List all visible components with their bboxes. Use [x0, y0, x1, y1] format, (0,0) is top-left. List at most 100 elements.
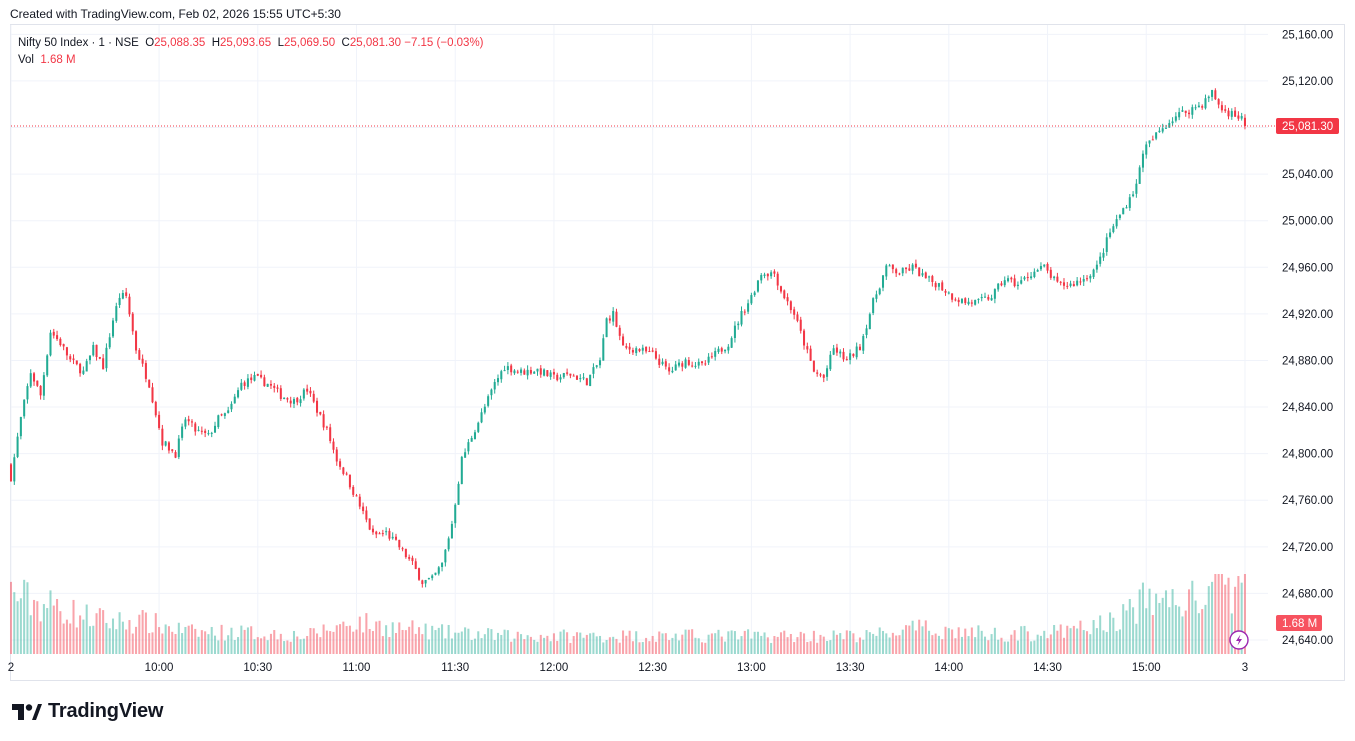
volume-bar — [529, 636, 532, 654]
candle-body — [651, 350, 654, 352]
candle-body — [598, 360, 602, 366]
candle-body — [983, 296, 987, 298]
volume-bar — [970, 627, 973, 654]
volume-bar — [898, 635, 901, 654]
candle-body — [197, 429, 200, 431]
volume-bar — [559, 631, 562, 654]
candle-body — [707, 356, 710, 363]
tradingview-logo[interactable]: TradingView — [12, 700, 163, 723]
close-label: C — [341, 37, 350, 49]
volume-bar — [36, 601, 39, 654]
candle-body — [559, 377, 562, 380]
volume-bar — [174, 634, 177, 654]
candle-body — [335, 449, 338, 462]
candle-body — [82, 370, 85, 374]
lightning-icon[interactable] — [1229, 630, 1249, 650]
volume-bar — [872, 633, 875, 654]
volume-bar — [1049, 634, 1052, 654]
candle-body — [664, 361, 667, 367]
volume-bar — [572, 636, 575, 654]
candle-body — [388, 530, 391, 539]
volume-bar — [822, 636, 825, 654]
volume-bar — [727, 631, 730, 654]
symbol-label[interactable]: Nifty 50 Index · 1 · NSE — [18, 37, 139, 49]
volume-bar — [914, 630, 917, 654]
candle-body — [424, 579, 427, 584]
volume-bar — [177, 622, 180, 654]
volume-bar — [513, 638, 516, 654]
volume-bar — [306, 636, 309, 654]
candle-body — [697, 361, 700, 366]
candle-body — [194, 423, 197, 432]
candle-body — [1082, 278, 1085, 282]
candle-body — [493, 382, 496, 390]
candle-body — [276, 387, 279, 389]
candle-body — [342, 467, 345, 474]
volume-bar — [253, 639, 256, 654]
candle-body — [612, 311, 615, 322]
time-tick-label: 11:00 — [343, 662, 371, 674]
candle-body — [1109, 232, 1112, 237]
volume-bar — [724, 641, 727, 654]
volume-bar — [691, 629, 694, 654]
volume-bar — [256, 637, 259, 654]
time-tick-label: 12:00 — [540, 662, 569, 674]
volume-bar — [388, 637, 391, 654]
volume-bar — [1112, 617, 1115, 654]
volume-bar — [29, 615, 32, 654]
candle-body — [1217, 99, 1220, 105]
volume-bar — [477, 631, 480, 654]
candle-body — [385, 531, 388, 533]
candle-body — [799, 319, 802, 331]
volume-bar — [279, 633, 282, 654]
volume-bar — [427, 639, 430, 654]
candle-body — [1214, 90, 1217, 100]
candle-body — [552, 372, 555, 375]
volume-bar — [105, 622, 108, 654]
volume-bar — [783, 630, 786, 654]
volume-bar — [654, 641, 657, 654]
volume-bar — [993, 627, 996, 654]
candle-body — [1122, 208, 1125, 215]
vol-value: 1.68 M — [40, 54, 76, 66]
time-tick-label: 12:30 — [638, 662, 667, 674]
time-tick-label: 14:00 — [934, 662, 963, 674]
candle-body — [115, 306, 118, 321]
volume-bar — [411, 620, 414, 654]
candle-body — [750, 295, 753, 304]
time-tick-label: 2 — [8, 662, 14, 674]
candle-body — [503, 370, 506, 372]
volume-bar — [1026, 631, 1029, 654]
volume-bar — [651, 635, 654, 654]
candle-body — [618, 327, 621, 336]
candle-body — [332, 441, 335, 450]
candle-body — [1036, 270, 1039, 272]
volume-bar — [812, 630, 815, 654]
volume-bar — [1174, 605, 1177, 654]
candle-body — [631, 350, 634, 353]
candle-body — [404, 548, 407, 558]
candle-body — [95, 344, 98, 358]
volume-bar — [1105, 631, 1108, 654]
volume-bar — [125, 629, 128, 654]
candle-body — [447, 538, 450, 550]
candle-body — [862, 336, 865, 351]
volume-bar — [928, 630, 931, 654]
candle-body — [1039, 266, 1042, 270]
volume-bar — [1135, 623, 1138, 654]
volume-bar — [730, 630, 733, 654]
candle-body — [701, 361, 704, 364]
candle-body — [595, 365, 598, 367]
candle-body — [878, 288, 881, 295]
volume-bar — [1016, 640, 1019, 654]
candle-body — [835, 347, 838, 353]
candle-body — [1135, 183, 1138, 194]
volume-bar — [1122, 604, 1125, 654]
candle-body — [1033, 271, 1036, 277]
candle-body — [549, 372, 552, 377]
volume-bar — [52, 605, 55, 654]
candle-body — [1013, 278, 1016, 287]
candle-body — [1230, 111, 1233, 117]
candle-body — [480, 412, 483, 423]
